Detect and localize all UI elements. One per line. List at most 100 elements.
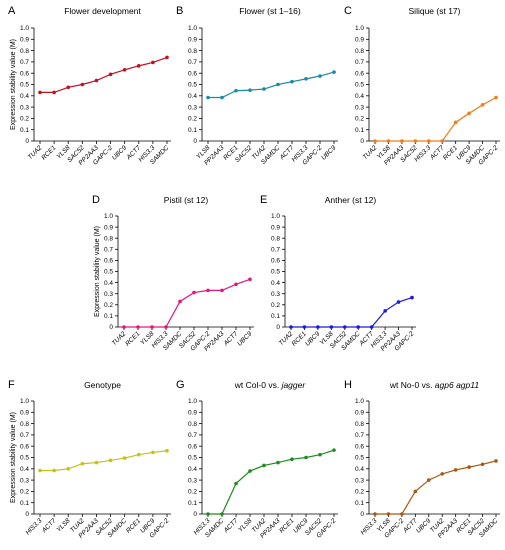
y-tick-label: 0.2 bbox=[188, 489, 197, 496]
y-tick-label: 0.4 bbox=[355, 93, 364, 100]
y-tick-label: 0.9 bbox=[188, 410, 197, 417]
y-tick-label: 0.1 bbox=[188, 127, 197, 134]
data-point bbox=[248, 88, 252, 92]
x-tick-label: UBC9 bbox=[415, 517, 432, 534]
y-tick-label: 0.7 bbox=[20, 59, 29, 66]
data-point bbox=[318, 74, 322, 78]
data-point bbox=[467, 111, 471, 116]
x-tick-label: ACT7 bbox=[222, 330, 240, 348]
data-point bbox=[386, 512, 391, 516]
data-point bbox=[386, 139, 391, 143]
y-tick-label: 0.6 bbox=[355, 443, 364, 450]
y-tick-label: 0.3 bbox=[20, 477, 29, 484]
y-tick-label: 1.0 bbox=[20, 25, 29, 32]
y-tick-label: 0 bbox=[360, 511, 364, 518]
data-point bbox=[480, 462, 485, 467]
panel-letter: B bbox=[176, 5, 183, 17]
data-point bbox=[276, 460, 280, 465]
y-tick-label: 0.6 bbox=[188, 70, 197, 77]
y-tick-label: 0.8 bbox=[188, 48, 197, 55]
data-point bbox=[122, 456, 127, 460]
data-point bbox=[410, 295, 414, 300]
y-tick-label: 0.5 bbox=[355, 455, 364, 462]
data-point bbox=[178, 299, 182, 304]
data-point bbox=[413, 139, 418, 143]
data-point bbox=[290, 79, 294, 84]
data-point bbox=[38, 90, 42, 95]
y-tick-label: 0.4 bbox=[188, 466, 197, 473]
y-tick-label: 0.8 bbox=[355, 48, 364, 55]
data-point bbox=[248, 277, 252, 282]
data-point bbox=[136, 64, 141, 68]
data-point bbox=[342, 325, 347, 329]
y-tick-label: 0.7 bbox=[355, 59, 364, 66]
y-tick-label: 0.6 bbox=[188, 443, 197, 450]
panel-letter: D bbox=[92, 194, 100, 206]
series-line bbox=[375, 460, 497, 515]
data-point bbox=[369, 325, 374, 329]
y-tick-label: 0.7 bbox=[104, 247, 113, 254]
data-point bbox=[440, 472, 445, 476]
panel-title: Silique (st 17) bbox=[409, 6, 461, 16]
panel-letter: E bbox=[260, 194, 267, 206]
data-point bbox=[494, 95, 498, 100]
y-tick-label: 1.0 bbox=[188, 25, 197, 32]
data-point bbox=[80, 82, 85, 87]
y-tick-label: 0.7 bbox=[188, 432, 197, 439]
y-tick-label: 0.3 bbox=[188, 477, 197, 484]
y-tick-label: 1.0 bbox=[355, 398, 364, 405]
y-tick-label: 0.9 bbox=[104, 224, 113, 231]
data-point bbox=[165, 448, 169, 453]
data-point bbox=[164, 325, 168, 329]
y-tick-label: 0.2 bbox=[271, 302, 280, 309]
series-line bbox=[208, 71, 335, 99]
x-tick-label: RCE1 bbox=[124, 330, 141, 347]
y-tick-label: 0.9 bbox=[20, 37, 29, 44]
y-tick-label: 0 bbox=[360, 138, 364, 145]
x-tick-label: YLS8 bbox=[237, 517, 253, 533]
y-tick-label: 0.6 bbox=[104, 258, 113, 265]
y-tick-label: 0.2 bbox=[355, 116, 364, 123]
series-line bbox=[124, 278, 251, 328]
data-point bbox=[302, 325, 307, 329]
x-tick-label: TUA2 bbox=[362, 144, 379, 161]
x-tick-label: UBC9 bbox=[111, 144, 128, 161]
y-tick-label: 0.6 bbox=[271, 258, 280, 265]
panel-d: D Pistil (st 12) 0 0.1 0.2 0.3 0.4 0.5 0.6 0.7 0.8… bbox=[92, 194, 254, 353]
y-tick-label: 1.0 bbox=[20, 398, 29, 405]
data-point bbox=[329, 325, 334, 329]
x-tick-label: HIS3.3 bbox=[24, 517, 43, 536]
y-tick-label: 0.8 bbox=[20, 421, 29, 428]
y-tick-label: 0.1 bbox=[20, 500, 29, 507]
data-point bbox=[262, 463, 266, 468]
y-tick-label: 0.7 bbox=[271, 247, 280, 254]
y-tick-label: 0.4 bbox=[20, 93, 29, 100]
panel-letter: F bbox=[8, 379, 15, 391]
data-point bbox=[453, 468, 458, 472]
data-point bbox=[480, 103, 485, 107]
data-point bbox=[396, 300, 401, 304]
y-tick-label: 0.9 bbox=[355, 37, 364, 44]
y-tick-label: 0.5 bbox=[104, 269, 113, 276]
data-point bbox=[234, 88, 238, 93]
data-point bbox=[467, 465, 471, 469]
panel-letter: G bbox=[176, 379, 185, 391]
y-tick-label: 1.0 bbox=[271, 213, 280, 220]
data-point bbox=[108, 72, 113, 77]
y-tick-label: 0.5 bbox=[188, 82, 197, 89]
data-point bbox=[52, 468, 56, 473]
panel-title: Flower development bbox=[64, 6, 141, 16]
y-tick-label: 0.4 bbox=[20, 466, 29, 473]
y-tick-label: 0.6 bbox=[20, 443, 29, 450]
data-point bbox=[66, 467, 71, 471]
data-point bbox=[332, 70, 336, 74]
y-tick-label: 0.1 bbox=[20, 127, 29, 134]
data-point bbox=[206, 95, 210, 100]
y-tick-label: 0.1 bbox=[355, 500, 364, 507]
data-point bbox=[318, 452, 322, 457]
panel-title: Anther (st 12) bbox=[325, 195, 377, 205]
data-point bbox=[234, 282, 238, 287]
y-tick-label: 0 bbox=[25, 511, 29, 518]
